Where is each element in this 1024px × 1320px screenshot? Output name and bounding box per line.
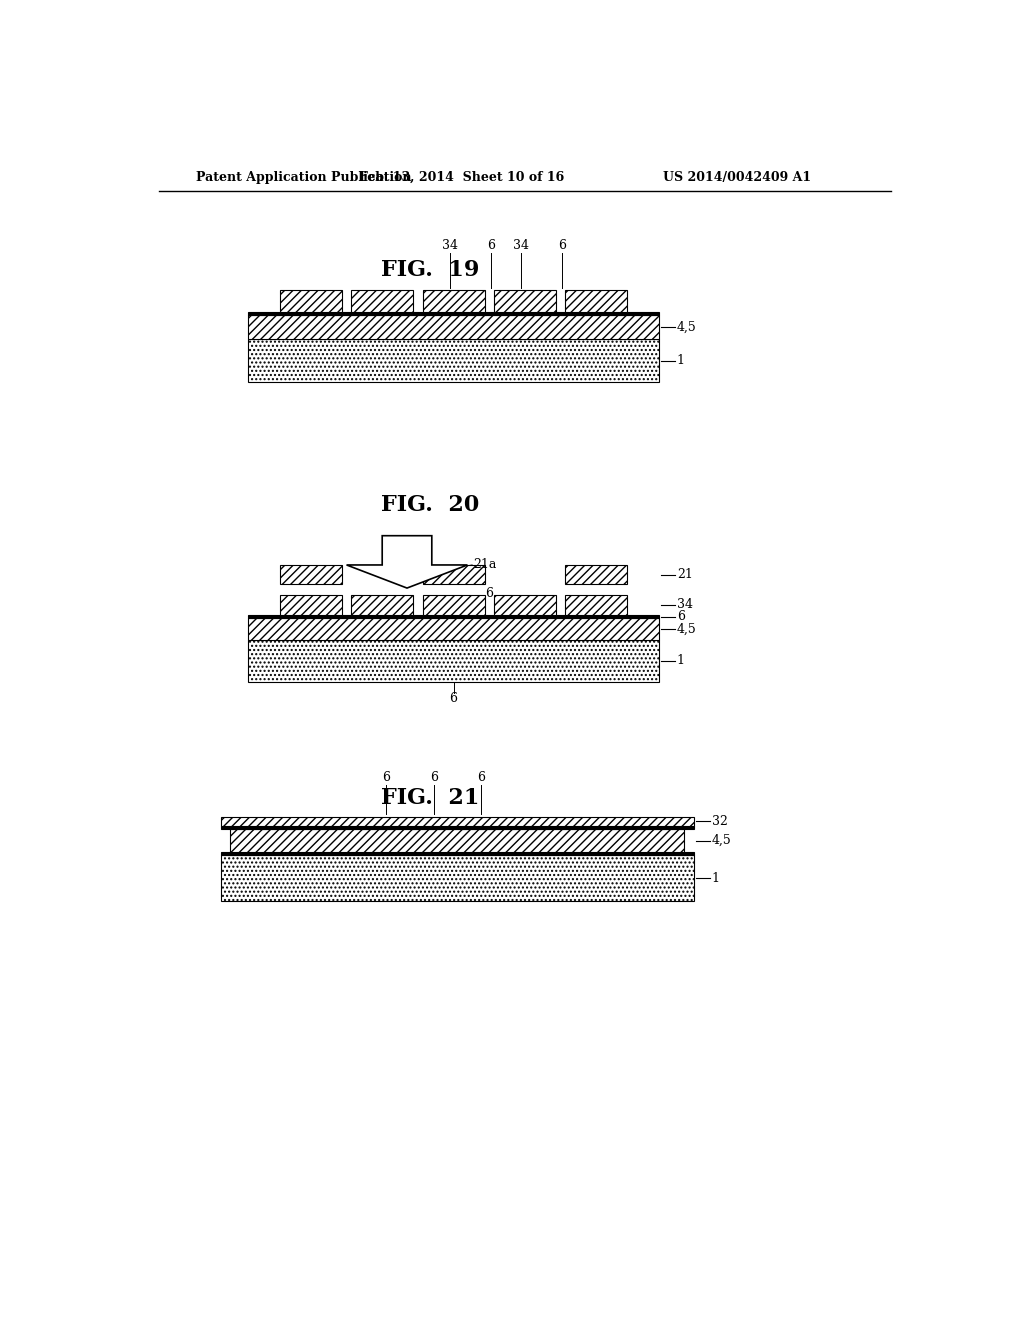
Bar: [221, 817, 693, 826]
Text: FIG.  20: FIG. 20: [381, 494, 479, 516]
Bar: [351, 595, 414, 615]
Bar: [248, 618, 658, 640]
Text: 21a: 21a: [474, 558, 497, 572]
Bar: [248, 312, 658, 314]
Text: 34: 34: [677, 598, 692, 611]
Text: 4,5: 4,5: [677, 622, 696, 635]
Bar: [494, 290, 556, 312]
Text: Patent Application Publication: Patent Application Publication: [197, 172, 412, 185]
Text: 6: 6: [486, 239, 495, 252]
Text: FIG.  21: FIG. 21: [381, 787, 479, 808]
Text: 21: 21: [677, 568, 692, 581]
Text: 34: 34: [441, 239, 458, 252]
Bar: [221, 853, 693, 855]
Text: 6: 6: [450, 693, 458, 705]
Bar: [565, 595, 627, 615]
Text: FIG.  19: FIG. 19: [381, 259, 479, 281]
Text: 6: 6: [677, 610, 685, 623]
Text: 6: 6: [477, 771, 485, 784]
Bar: [221, 855, 693, 902]
Bar: [280, 290, 342, 312]
Text: 6: 6: [382, 771, 390, 784]
Bar: [248, 615, 658, 618]
Text: US 2014/0042409 A1: US 2014/0042409 A1: [663, 172, 811, 185]
Bar: [423, 565, 484, 585]
Bar: [351, 290, 414, 312]
Text: 6: 6: [485, 587, 494, 601]
Bar: [248, 314, 658, 339]
Text: Feb. 13, 2014  Sheet 10 of 16: Feb. 13, 2014 Sheet 10 of 16: [358, 172, 564, 185]
Bar: [230, 829, 684, 853]
Bar: [565, 290, 627, 312]
Bar: [221, 826, 693, 829]
Text: 1: 1: [677, 354, 685, 367]
Bar: [280, 565, 342, 585]
Bar: [423, 290, 484, 312]
Bar: [280, 595, 342, 615]
Bar: [248, 339, 658, 381]
Text: 4,5: 4,5: [712, 834, 731, 847]
Bar: [494, 595, 556, 615]
Bar: [423, 595, 484, 615]
Text: 6: 6: [430, 771, 437, 784]
Bar: [565, 565, 627, 585]
Text: 1: 1: [712, 871, 720, 884]
Text: 4,5: 4,5: [677, 321, 696, 334]
Polygon shape: [346, 536, 467, 589]
Text: 1: 1: [677, 655, 685, 668]
Text: 34: 34: [513, 239, 529, 252]
Text: 6: 6: [558, 239, 566, 252]
Bar: [248, 640, 658, 682]
Text: 32: 32: [712, 814, 727, 828]
